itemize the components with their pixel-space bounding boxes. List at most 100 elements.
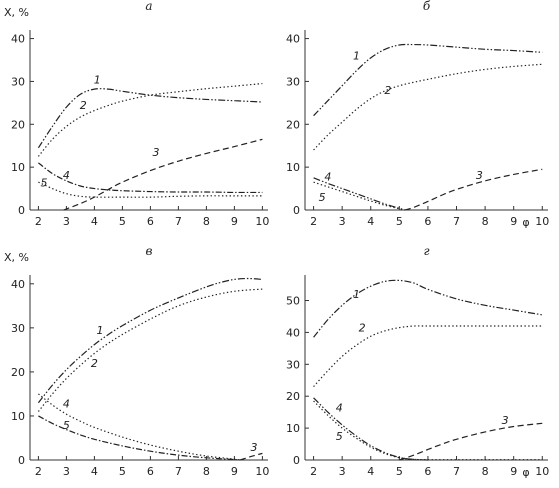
series-line-3	[399, 422, 543, 461]
series-line-2	[313, 63, 543, 151]
series-label-4: 4	[63, 398, 70, 411]
y-tick-label: 30	[286, 358, 300, 371]
series-line-4	[38, 393, 241, 461]
x-tick-label: 8	[203, 465, 210, 478]
chart-panel-3: 2 3 4 5 6 7 8 9 10 0 10 20 30 40 в X, % 1 2 3 4 5	[4, 244, 269, 478]
x-tick-label: 2	[35, 465, 42, 478]
y-tick-label: 0	[293, 454, 300, 467]
series-label-5: 5	[63, 419, 70, 432]
y-tick-label: 50	[286, 295, 300, 308]
y-tick-label: 40	[286, 326, 300, 339]
x-tick-label: 5	[119, 465, 126, 478]
y-tick-label: 20	[286, 390, 300, 403]
x-tick-label: 10	[255, 465, 269, 478]
series-line-3	[239, 452, 263, 461]
x-tick-label: 4	[367, 465, 374, 478]
x-tick-label: 7	[175, 215, 182, 228]
y-tick-label: 10	[11, 410, 25, 423]
x-tick-label: 8	[482, 465, 489, 478]
y-axis-label: X, %	[4, 6, 29, 19]
y-tick-label: 40	[286, 33, 300, 46]
series-line-2	[37, 82, 263, 157]
x-tick-label: 6	[147, 215, 154, 228]
y-tick-label: 40	[11, 33, 25, 46]
series-line-2	[313, 325, 543, 388]
series-line-2	[37, 288, 263, 412]
series-line-1	[313, 279, 543, 338]
x-tick-label: 8	[203, 215, 210, 228]
panel-label: г	[423, 244, 429, 258]
series-label-3: 3	[153, 146, 160, 159]
y-tick-label: 20	[11, 118, 25, 131]
series-label-1: 1	[353, 288, 360, 301]
series-label-5: 5	[336, 430, 343, 443]
x-tick-label: 10	[255, 215, 269, 228]
x-tick-label: 2	[35, 215, 42, 228]
x-tick-label: 5	[119, 215, 126, 228]
y-tick-label: 10	[286, 161, 300, 174]
x-tick-label: 9	[231, 215, 238, 228]
y-tick-label: 0	[18, 204, 25, 217]
series-line-4	[38, 162, 263, 194]
series-label-2: 2	[91, 357, 98, 370]
y-axis-label: X, %	[4, 251, 29, 264]
x-tick-label: 2	[310, 465, 317, 478]
chart-panel-2: 2 3 4 5 6 7 8 9 10 0 10 20 30 40 б φ 1 2 3 4 5	[286, 0, 549, 229]
series-label-3: 3	[251, 441, 258, 454]
panel-label: а	[145, 0, 152, 13]
x-tick-label: 8	[482, 215, 489, 228]
y-tick-label: 30	[11, 322, 25, 335]
y-tick-label: 0	[293, 204, 300, 217]
x-axis-label: φ	[522, 216, 529, 229]
series-line-3	[404, 168, 543, 211]
y-tick-label: 0	[18, 454, 25, 467]
series-line-1	[37, 277, 263, 404]
x-tick-label: 9	[510, 215, 517, 228]
x-tick-label: 4	[91, 215, 98, 228]
x-tick-label: 7	[175, 465, 182, 478]
y-tick-label: 20	[11, 366, 25, 379]
series-line-5	[313, 400, 543, 461]
x-tick-label: 6	[147, 465, 154, 478]
series-line-5	[38, 181, 263, 198]
y-tick-label: 10	[286, 422, 300, 435]
x-tick-label: 3	[339, 465, 346, 478]
x-tick-label: 9	[231, 465, 238, 478]
y-tick-label: 40	[11, 278, 25, 291]
y-tick-label: 30	[286, 75, 300, 88]
series-label-2: 2	[80, 99, 87, 112]
x-tick-label: 2	[310, 215, 317, 228]
y-tick-label: 30	[11, 75, 25, 88]
x-tick-label: 9	[510, 465, 517, 478]
x-tick-label: 7	[453, 465, 460, 478]
series-line-1	[37, 88, 263, 149]
series-label-1: 1	[97, 324, 104, 337]
series-label-5: 5	[319, 191, 326, 204]
y-tick-label: 20	[286, 118, 300, 131]
series-label-1: 1	[353, 50, 360, 63]
panel-label: в	[146, 244, 153, 258]
x-axis-label: φ	[522, 466, 529, 479]
series-line-4	[313, 397, 428, 461]
chart-panel-4: 2 3 4 5 6 7 8 9 10 0 10 20 30 40 50 г φ 1 2 3 4 5	[286, 244, 549, 479]
series-label-2: 2	[359, 322, 366, 335]
x-tick-label: 6	[424, 215, 431, 228]
x-tick-label: 3	[339, 215, 346, 228]
series-label-3: 3	[502, 414, 509, 427]
series-line-5	[38, 415, 241, 461]
series-label-1: 1	[94, 73, 101, 86]
panel-label: б	[423, 0, 431, 13]
series-label-2: 2	[384, 84, 391, 97]
x-tick-label: 5	[396, 215, 403, 228]
series-label-5: 5	[41, 177, 48, 190]
x-tick-label: 4	[91, 465, 98, 478]
x-tick-label: 6	[424, 465, 431, 478]
series-line-5	[313, 181, 406, 211]
x-tick-label: 3	[63, 465, 70, 478]
x-tick-label: 7	[453, 215, 460, 228]
y-tick-label: 10	[11, 161, 25, 174]
series-label-4: 4	[63, 169, 70, 182]
x-tick-label: 4	[367, 215, 374, 228]
series-label-4: 4	[336, 401, 343, 414]
